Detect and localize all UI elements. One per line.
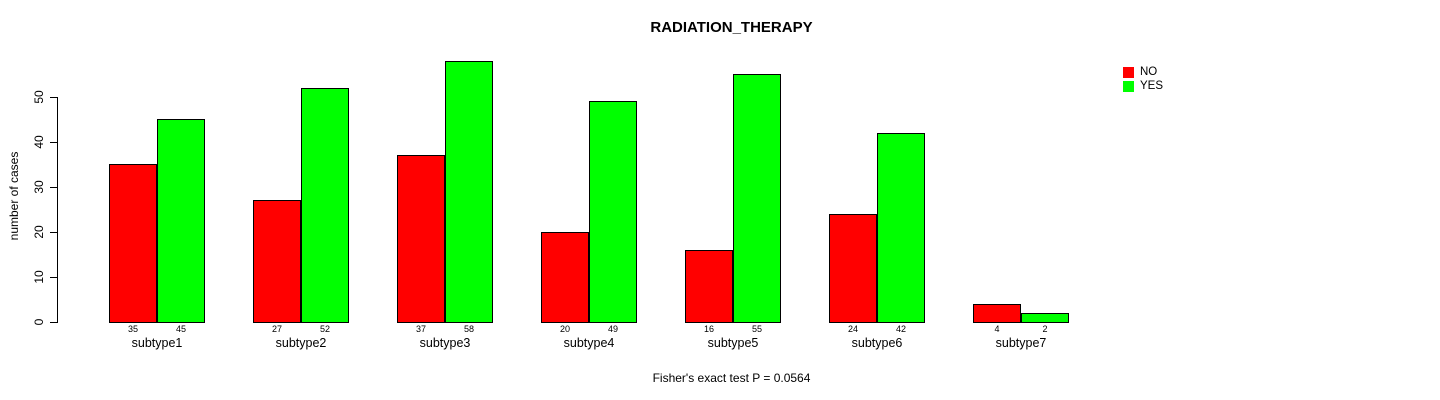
bar-no-subtype1 (109, 164, 157, 323)
category-label-subtype4: subtype4 (563, 336, 615, 350)
y-axis-label: number of cases (7, 151, 21, 241)
y-axis-tick (50, 142, 57, 143)
y-axis-tick-label: 50 (32, 90, 46, 104)
bar-yes-subtype1 (157, 119, 205, 323)
category-label-subtype3: subtype3 (419, 336, 471, 350)
chart-title: RADIATION_THERAPY (650, 19, 813, 36)
bar-value-label: 20 (559, 324, 570, 334)
bar-value-label: 35 (127, 324, 138, 334)
bar-yes-subtype7 (1021, 313, 1069, 323)
category-label-subtype7: subtype7 (995, 336, 1047, 350)
bar-no-subtype4 (541, 232, 589, 323)
legend-swatch-yes (1123, 80, 1134, 92)
bar-no-subtype6 (829, 214, 877, 323)
bar-yes-subtype4 (589, 101, 637, 323)
bar-yes-subtype5 (733, 74, 781, 323)
bar-value-label: 2 (1042, 324, 1048, 334)
y-axis-tick-label: 30 (32, 180, 46, 194)
chart-subtitle: Fisher's exact test P = 0.0564 (652, 371, 811, 385)
category-label-subtype5: subtype5 (707, 336, 759, 350)
bar-value-label: 49 (607, 324, 618, 334)
bar-no-subtype3 (397, 155, 445, 323)
bar-no-subtype7 (973, 304, 1021, 323)
legend-item-yes: YES (1123, 79, 1163, 93)
category-label-subtype2: subtype2 (275, 336, 327, 350)
legend-label-yes: YES (1140, 80, 1164, 92)
category-label-subtype1: subtype1 (131, 336, 183, 350)
y-axis-tick (50, 232, 57, 233)
y-axis-tick-label: 20 (32, 225, 46, 239)
y-axis-tick (50, 277, 57, 278)
y-axis-tick (50, 187, 57, 188)
bar-value-label: 37 (415, 324, 426, 334)
bar-no-subtype5 (685, 250, 733, 323)
y-axis-tick-label: 0 (32, 318, 46, 326)
y-axis-tick-label: 10 (32, 270, 46, 284)
legend-swatch-no (1123, 66, 1134, 78)
bar-yes-subtype2 (301, 88, 349, 323)
y-axis-tick-label: 40 (32, 135, 46, 149)
y-axis-tick (50, 97, 57, 98)
y-axis-line (57, 97, 58, 323)
legend-label-no: NO (1140, 66, 1158, 78)
y-axis-tick (50, 322, 57, 323)
legend-item-no: NO (1123, 65, 1163, 79)
bar-value-label: 16 (703, 324, 714, 334)
bar-value-label: 24 (847, 324, 858, 334)
bar-value-label: 58 (463, 324, 474, 334)
category-label-subtype6: subtype6 (851, 336, 903, 350)
bar-value-label: 27 (271, 324, 282, 334)
legend: NO YES (1123, 65, 1163, 93)
bar-value-label: 45 (175, 324, 186, 334)
bar-value-label: 52 (319, 324, 330, 334)
bar-yes-subtype6 (877, 133, 925, 323)
bar-value-label: 42 (895, 324, 906, 334)
bar-value-label: 55 (751, 324, 762, 334)
bar-no-subtype2 (253, 200, 301, 323)
bar-yes-subtype3 (445, 61, 493, 323)
bar-value-label: 4 (994, 324, 1000, 334)
